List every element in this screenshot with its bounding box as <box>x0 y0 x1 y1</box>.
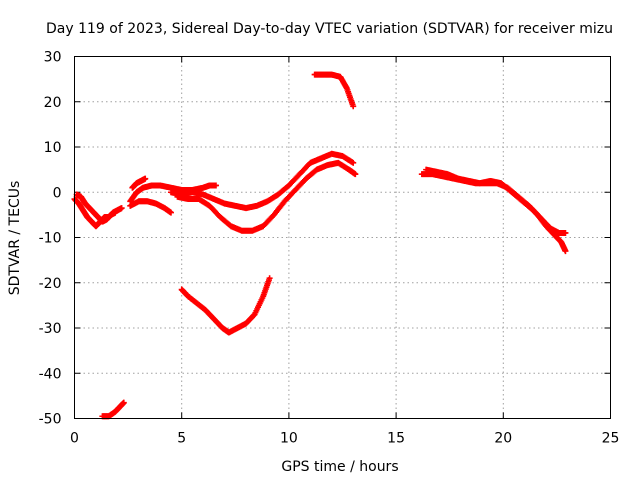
y-tick-label: -30 <box>39 321 62 337</box>
x-tick-label: 10 <box>280 431 298 447</box>
series-arc2 <box>73 191 119 225</box>
series-arc7 <box>167 150 357 212</box>
tick-labels: 0 5 10 15 20 25 -50 -40 -30 -20 -10 0 10 20 30 <box>39 50 620 447</box>
y-tick-label: -20 <box>39 276 62 292</box>
y-tick-label: -40 <box>39 366 62 382</box>
data-point <box>112 209 119 216</box>
data-point <box>142 175 149 182</box>
grid-lines <box>74 56 611 419</box>
y-tick-label: 30 <box>44 50 62 66</box>
x-axis-label: GPS time / hours <box>281 459 398 475</box>
data-point <box>352 171 359 178</box>
data-point <box>350 159 357 166</box>
data-point <box>562 248 569 255</box>
x-tick-label: 0 <box>70 431 79 447</box>
data-point <box>266 275 273 282</box>
data-point <box>350 103 357 110</box>
series-arc5 <box>127 198 174 216</box>
data-point <box>562 229 569 236</box>
series-arc12 <box>423 166 569 236</box>
series-arc10 <box>311 71 357 110</box>
y-tick-label: 10 <box>44 140 62 156</box>
data-point <box>213 182 220 189</box>
x-tick-label: 5 <box>177 431 186 447</box>
plot-frame <box>74 56 611 419</box>
series-arc8 <box>174 159 359 234</box>
y-axis-label: SDTVAR / TECUs <box>7 181 23 296</box>
data-marks <box>71 71 569 420</box>
series-arc6 <box>129 175 149 191</box>
x-tick-label: 20 <box>494 431 512 447</box>
data-point <box>167 209 174 216</box>
y-tick-label: 20 <box>44 95 62 111</box>
y-tick-label: -10 <box>39 231 62 247</box>
chart-title: Day 119 of 2023, Sidereal Day-to-day VTE… <box>46 21 613 37</box>
y-tick-label: -50 <box>39 412 62 428</box>
data-point <box>118 205 125 212</box>
x-tick-label: 25 <box>602 431 620 447</box>
x-tick-label: 15 <box>387 431 405 447</box>
series-arc9 <box>178 275 273 336</box>
y-tick-label: 0 <box>53 185 62 201</box>
data-point <box>120 399 127 406</box>
